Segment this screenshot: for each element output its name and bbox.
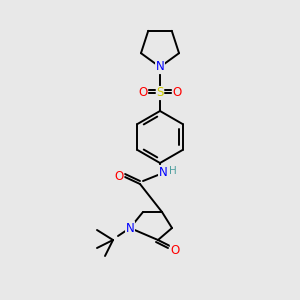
Text: O: O — [170, 244, 180, 256]
Text: O: O — [172, 86, 182, 100]
Text: O: O — [114, 169, 124, 182]
Text: S: S — [156, 86, 164, 100]
Text: N: N — [156, 61, 164, 74]
Text: N: N — [126, 221, 134, 235]
Text: O: O — [138, 86, 148, 100]
Text: N: N — [159, 166, 167, 178]
Text: H: H — [169, 166, 177, 176]
